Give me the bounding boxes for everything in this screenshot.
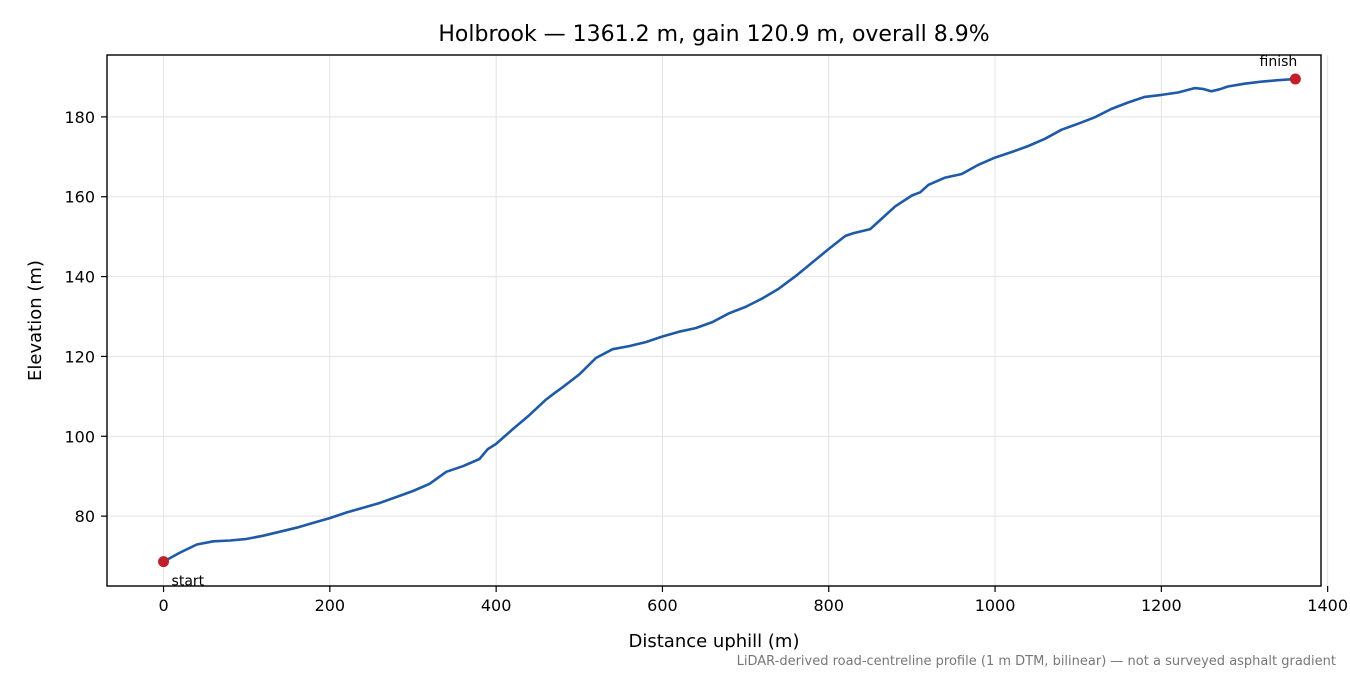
x-tick-label: 0 xyxy=(158,596,168,615)
finish-annotation: finish xyxy=(1260,54,1298,70)
y-tick-label: 100 xyxy=(64,427,95,446)
y-tick-label: 120 xyxy=(64,347,95,366)
x-axis-label: Distance uphill (m) xyxy=(629,631,800,652)
x-tick-label: 1400 xyxy=(1307,596,1348,615)
plot-frame xyxy=(106,54,1322,587)
x-tick-label: 200 xyxy=(315,596,346,615)
x-tick-label: 800 xyxy=(813,596,844,615)
y-tick-label: 80 xyxy=(75,507,95,526)
tick-layer: 0 200 400 600 800 1000 1200 1400 80 100 120 140 160 1… xyxy=(64,108,1348,615)
chart-title: Holbrook — 1361.2 m, gain 120.9 m, overa… xyxy=(438,22,989,47)
finish-marker xyxy=(1289,73,1301,85)
y-tick-label: 160 xyxy=(64,188,95,207)
series-layer xyxy=(162,77,1297,563)
grid-lines xyxy=(107,55,1329,586)
start-marker xyxy=(158,556,170,568)
y-axis-label: Elevation (m) xyxy=(25,260,46,381)
elevation-series-line xyxy=(162,77,1297,563)
x-tick-label: 1000 xyxy=(975,596,1016,615)
y-tick-label: 180 xyxy=(64,108,95,127)
data-source-note: LiDAR-derived road-centreline profile (1… xyxy=(737,654,1336,669)
start-annotation: start xyxy=(172,574,205,590)
y-tick-label: 140 xyxy=(64,268,95,287)
x-tick-label: 1200 xyxy=(1141,596,1182,615)
x-tick-label: 600 xyxy=(647,596,678,615)
x-tick-label: 400 xyxy=(481,596,512,615)
